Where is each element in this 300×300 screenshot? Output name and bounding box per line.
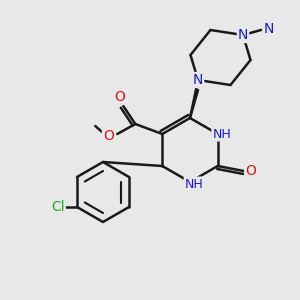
Text: O: O — [103, 129, 114, 143]
Text: N: N — [193, 73, 203, 87]
Text: NH: NH — [212, 128, 231, 140]
Text: N: N — [238, 28, 248, 42]
Text: O: O — [114, 90, 125, 104]
Text: O: O — [245, 164, 256, 178]
Text: N: N — [264, 22, 274, 36]
Text: NH: NH — [184, 178, 203, 190]
Text: Cl: Cl — [51, 200, 65, 214]
